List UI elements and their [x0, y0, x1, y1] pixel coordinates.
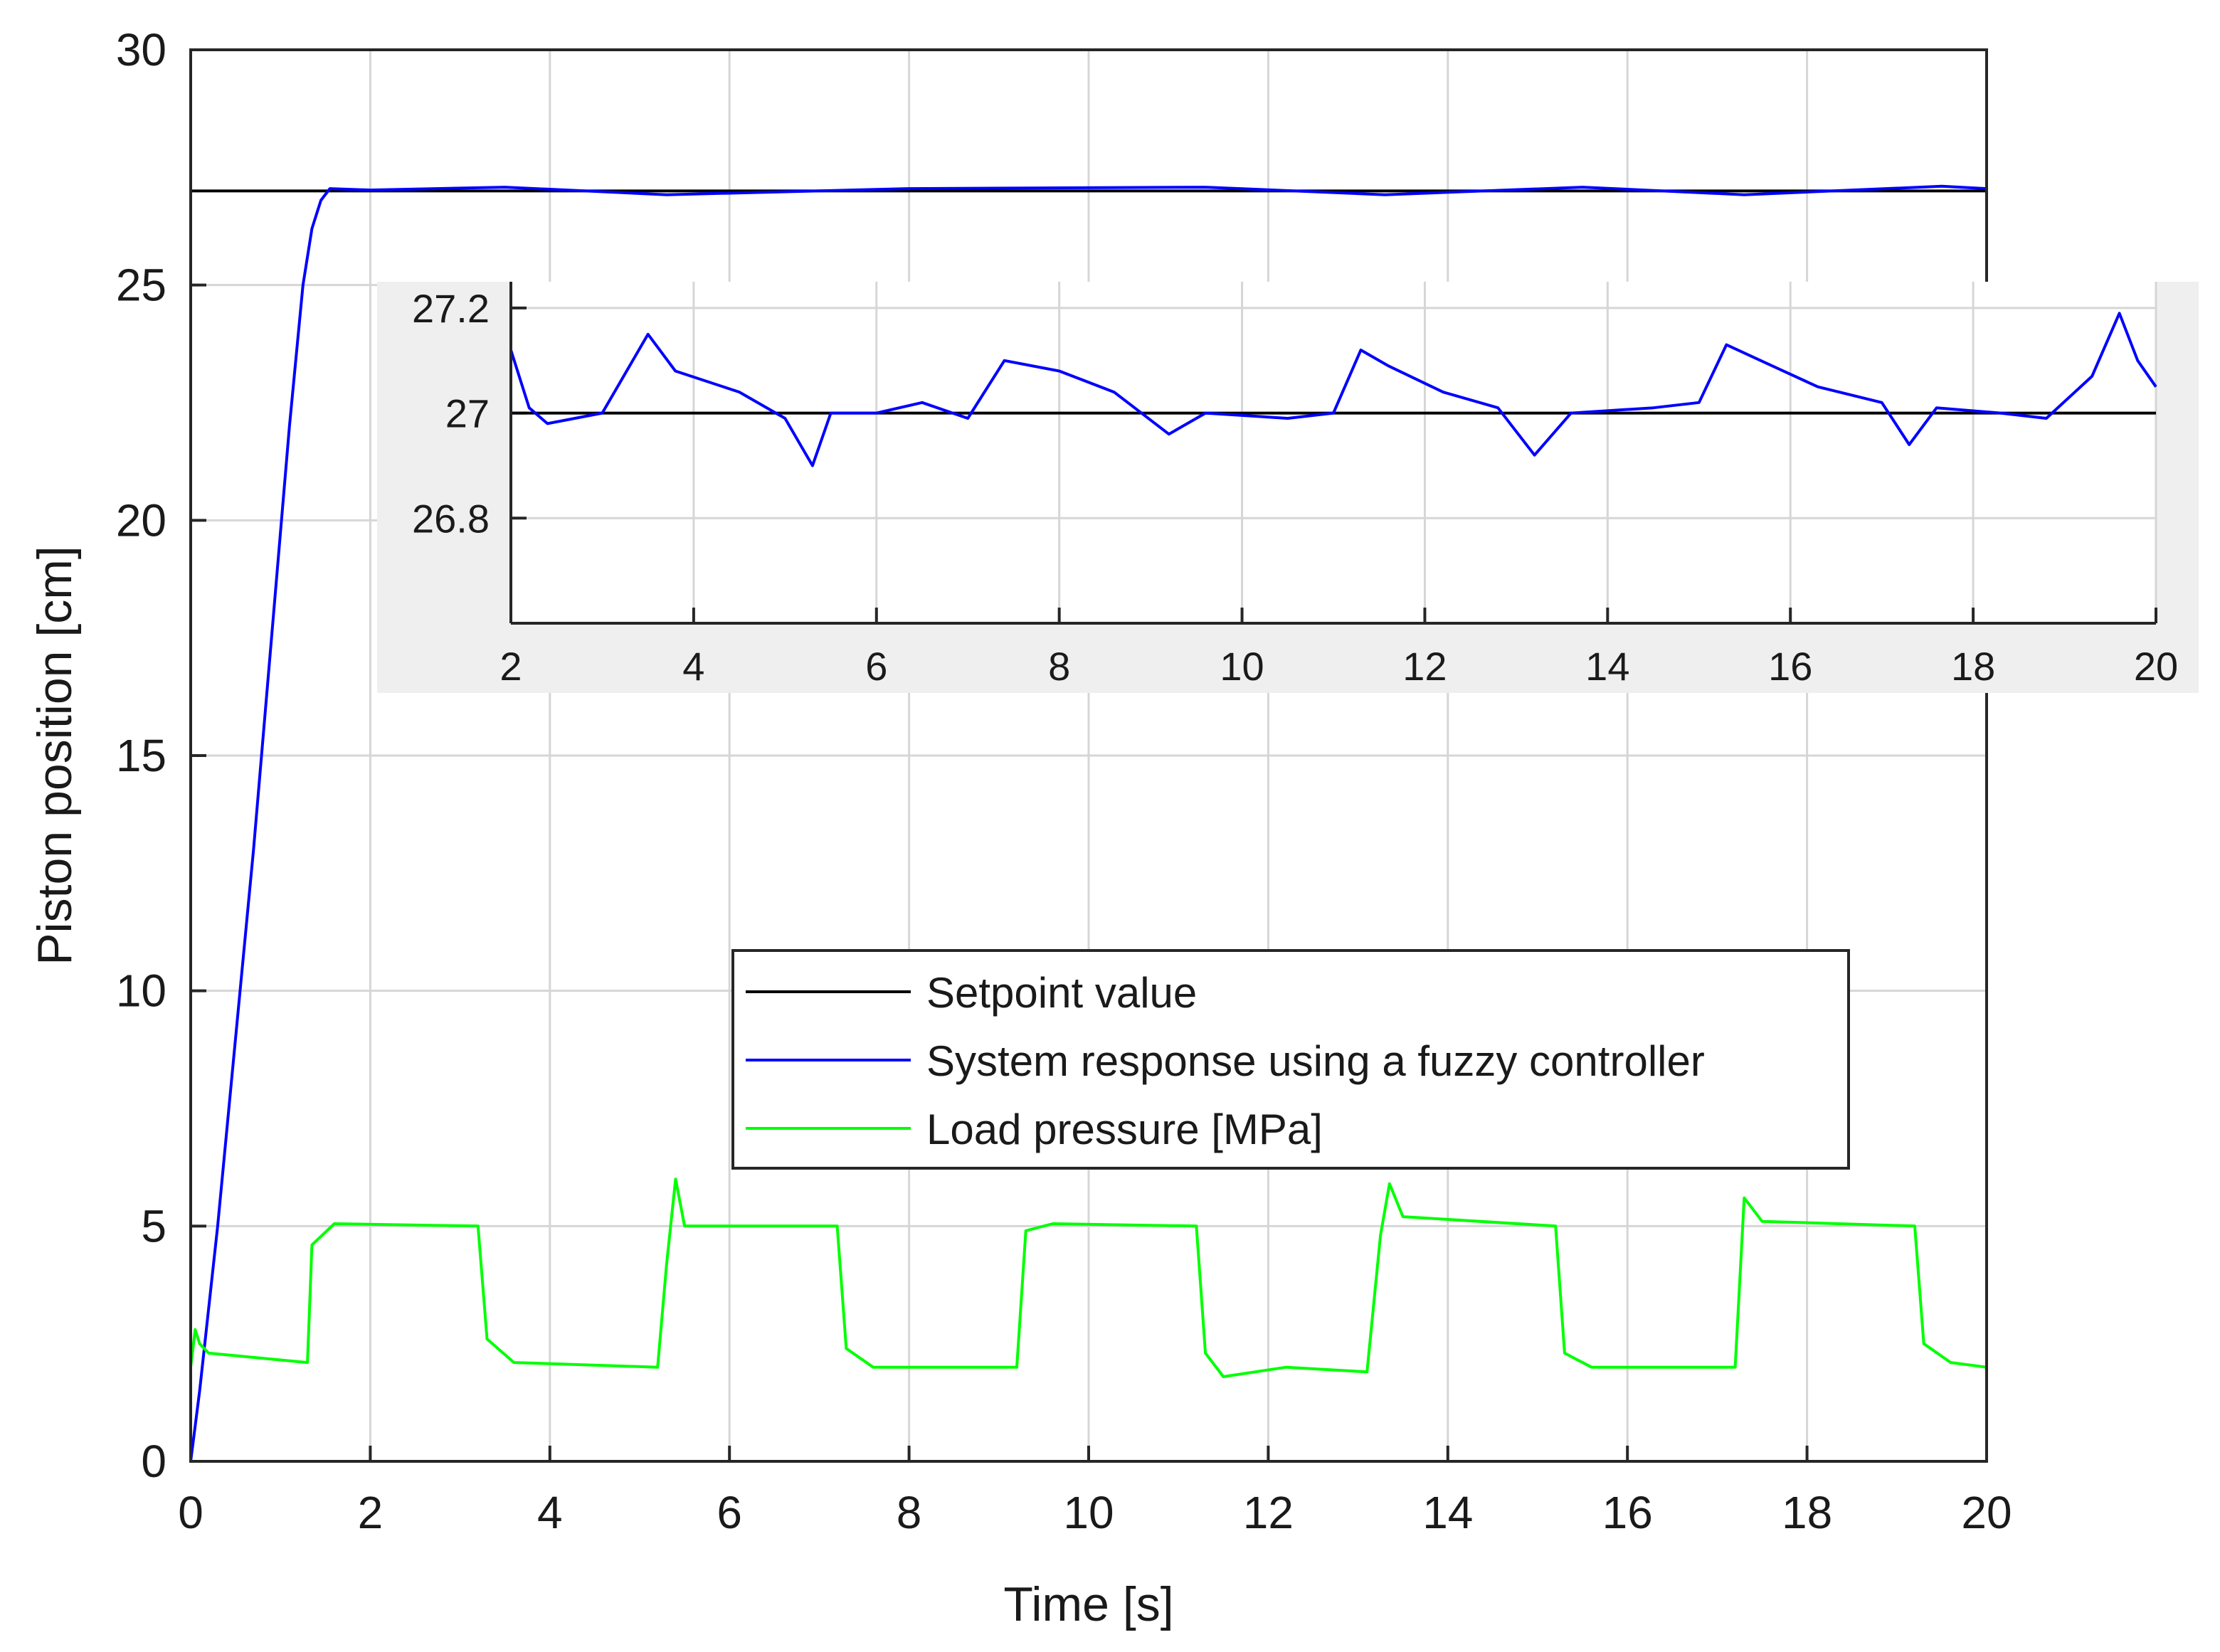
inset-x-tick-label: 10	[1220, 644, 1264, 689]
inset-x-tick-labels: 2 4 6 8 10 12 14 16 18 20	[500, 644, 2178, 689]
main-x-tick-label: 14	[1422, 1487, 1473, 1538]
main-series-load-pressure-mpa	[189, 1177, 1987, 1378]
main-y-tick-labels: 0 5 10 15 20 25 30	[116, 24, 166, 1487]
inset-x-tick-label: 14	[1585, 644, 1629, 689]
main-series-system-response-using-a-fuzzy-controller	[189, 184, 1987, 1462]
main-series	[189, 184, 1987, 1462]
legend-box	[731, 949, 1850, 1170]
inset-x-tick-label: 4	[682, 644, 704, 689]
main-x-tick-label: 4	[537, 1487, 563, 1538]
inset-x-tick-label: 6	[865, 644, 887, 689]
inset-y-tick-label: 27	[445, 391, 490, 436]
inset-x-tick-label: 20	[2134, 644, 2178, 689]
main-x-tick-label: 6	[717, 1487, 742, 1538]
main-x-tick-label: 8	[897, 1487, 922, 1538]
legend-label-load-pressure: Load pressure [MPa]	[926, 1106, 1323, 1153]
legend-label-fuzzy-response: System response using a fuzzy controller	[926, 1037, 1705, 1085]
main-y-tick-label: 5	[141, 1200, 166, 1251]
x-axis-label: Time [s]	[1003, 1577, 1173, 1631]
main-x-tick-label: 12	[1243, 1487, 1294, 1538]
main-x-tick-labels: 0 2 4 6 8 10 12 14 16 18 20	[178, 1487, 2012, 1538]
legend-label-setpoint: Setpoint value	[926, 969, 1197, 1017]
main-x-tick-label: 18	[1782, 1487, 1832, 1538]
y-axis-label: Piston position [cm]	[28, 546, 82, 965]
main-x-tick-label: 2	[358, 1487, 384, 1538]
inset-x-tick-label: 2	[500, 644, 522, 689]
main-y-tick-label: 10	[116, 965, 166, 1017]
main-x-tick-label: 20	[1961, 1487, 2012, 1538]
main-y-tick-label: 20	[116, 494, 166, 546]
inset-y-tick-label: 26.8	[412, 496, 490, 541]
main-y-tick-label: 15	[116, 730, 166, 781]
inset-x-tick-label: 16	[1768, 644, 1812, 689]
inset-series	[509, 312, 2157, 467]
inset-x-tick-label: 12	[1402, 644, 1447, 689]
inset-plot: 2 4 6 8 10 12 14 16 18 20 26.8 27 27.2	[377, 282, 2199, 693]
main-x-tick-label: 0	[178, 1487, 204, 1538]
inset-series-system-response-using-a-fuzzy-controller	[509, 312, 2157, 467]
main-x-tick-label: 16	[1602, 1487, 1653, 1538]
main-y-tick-label: 25	[116, 260, 166, 311]
inset-x-tick-label: 8	[1048, 644, 1070, 689]
legend: Setpoint value System response using a f…	[731, 949, 1850, 1170]
inset-y-tick-label: 27.2	[412, 286, 490, 331]
inset-y-tick-labels: 26.8 27 27.2	[412, 286, 490, 541]
main-y-tick-label: 30	[116, 24, 166, 75]
inset-plot-area	[511, 282, 2156, 623]
main-y-tick-label: 0	[141, 1436, 166, 1487]
main-plot-frame	[189, 48, 1988, 1463]
main-x-tick-label: 10	[1063, 1487, 1114, 1538]
inset-x-tick-label: 18	[1951, 644, 1995, 689]
